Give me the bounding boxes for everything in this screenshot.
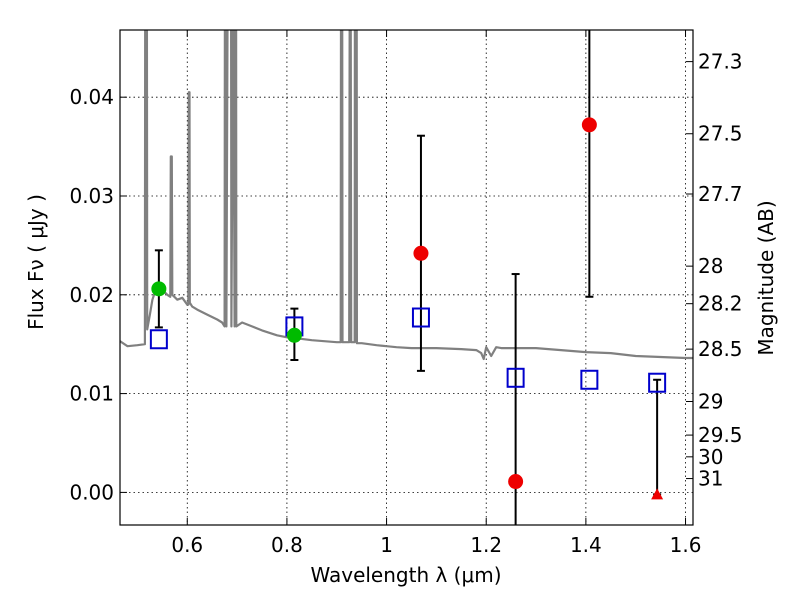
green-data-point bbox=[151, 281, 167, 297]
y2-tick-label: 30 bbox=[698, 445, 723, 469]
y-tick-label: 0.02 bbox=[69, 283, 114, 307]
predicted-flux-square bbox=[149, 329, 168, 350]
plot-frame bbox=[119, 29, 694, 526]
y2-tick-label: 28 bbox=[698, 254, 723, 278]
x-tick-label: 1.2 bbox=[470, 533, 502, 557]
model-sed-line bbox=[120, 30, 693, 361]
y2-tick-label: 31 bbox=[698, 467, 723, 491]
y-axis-title: Flux Fν ( μJy ) bbox=[24, 194, 48, 330]
predicted-flux-square bbox=[506, 367, 525, 388]
x-tick-label: 0.8 bbox=[271, 533, 303, 557]
y2-tick-label: 28.2 bbox=[698, 292, 743, 316]
y2-tick-label: 28.5 bbox=[698, 337, 743, 361]
x-tick-label: 1.6 bbox=[670, 533, 702, 557]
red-data-point bbox=[581, 117, 597, 133]
y2-tick-label: 27.7 bbox=[698, 182, 743, 206]
predicted-flux-square bbox=[580, 369, 599, 390]
y-tick-label: 0.01 bbox=[69, 382, 114, 406]
x-tick-label: 0.6 bbox=[171, 533, 203, 557]
red-data-point bbox=[413, 245, 429, 261]
y-tick-label: 0.04 bbox=[69, 85, 114, 109]
predicted-flux-square bbox=[411, 307, 430, 328]
markers bbox=[149, 30, 667, 525]
y2-axis-title: Magnitude (AB) bbox=[754, 200, 778, 355]
y-tick-label: 0.03 bbox=[69, 184, 114, 208]
red-data-point bbox=[508, 474, 524, 490]
ticks: 0.6 0.8 1 1.2 1.4 1.6 0.00 0.01 0.02 0.03 0.04 27.3… bbox=[69, 30, 743, 557]
predicted-flux-square bbox=[648, 372, 667, 393]
x-axis-title: Wavelength λ (μm) bbox=[310, 563, 501, 587]
y2-tick-label: 27.3 bbox=[698, 50, 743, 74]
y2-tick-label: 29 bbox=[698, 389, 723, 413]
grid bbox=[120, 30, 693, 525]
x-tick-label: 1 bbox=[380, 533, 393, 557]
plot-area bbox=[120, 30, 693, 361]
green-data-point bbox=[286, 327, 302, 343]
upper-limit-triangle bbox=[651, 488, 664, 500]
y-tick-label: 0.00 bbox=[69, 480, 114, 504]
y2-tick-label: 27.5 bbox=[698, 122, 743, 146]
x-tick-label: 1.4 bbox=[570, 533, 602, 557]
y2-tick-label: 29.5 bbox=[698, 423, 743, 447]
